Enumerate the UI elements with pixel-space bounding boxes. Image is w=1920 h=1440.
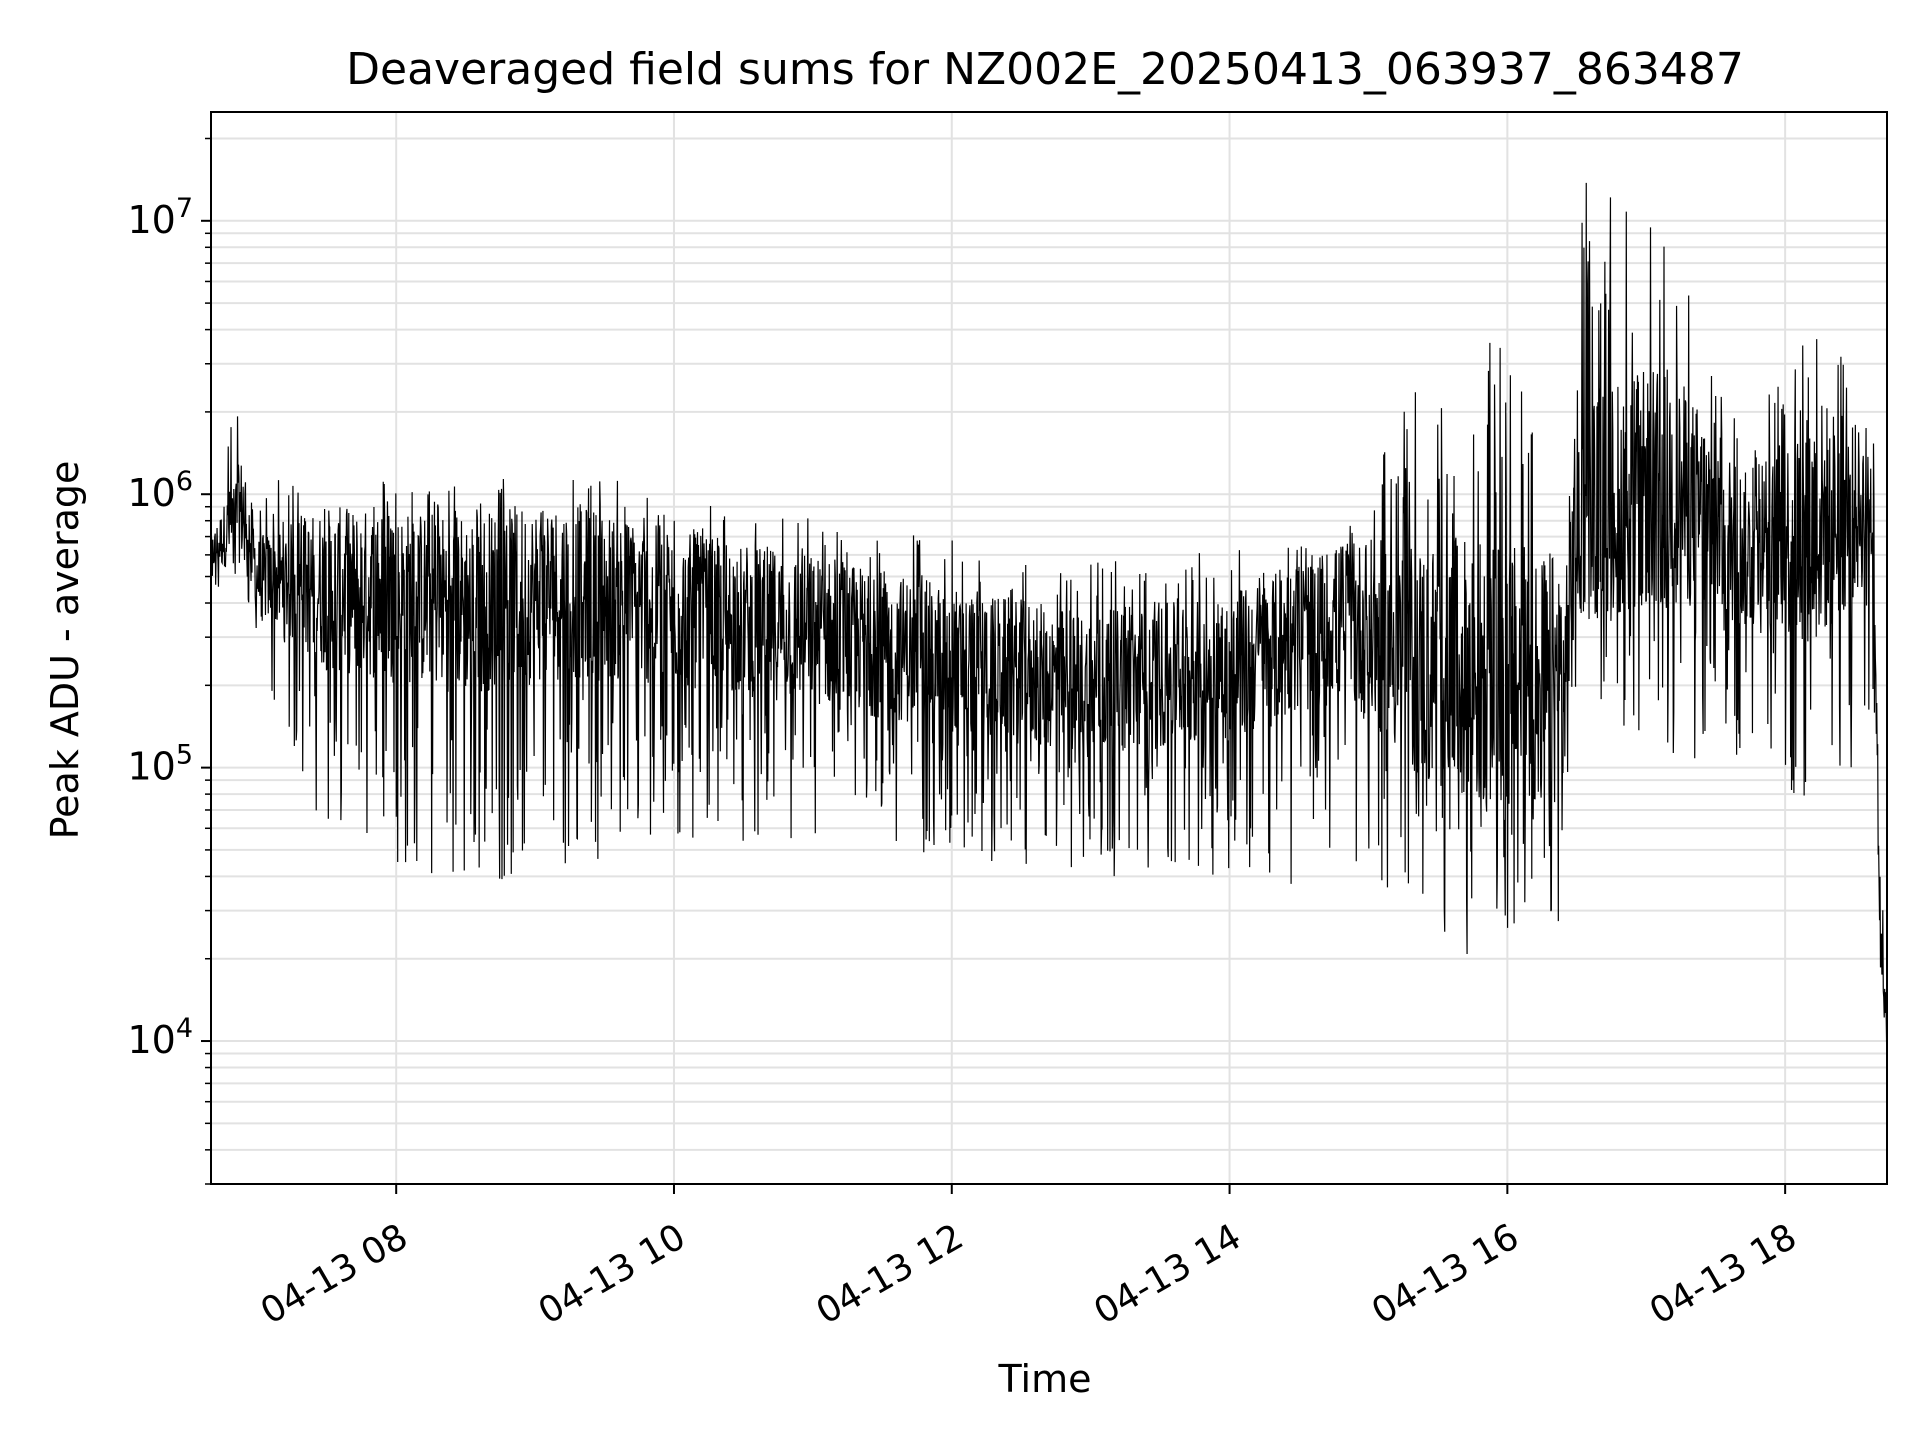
series	[210, 182, 1888, 1081]
y-axis-label: Peak ADU - average	[43, 461, 87, 840]
y-tick-label: 105	[127, 740, 193, 789]
plot-frame	[210, 111, 1888, 1185]
y-tick-label: 104	[127, 1013, 193, 1062]
y-tick-label: 106	[127, 466, 193, 515]
x-axis-label: Time	[998, 1357, 1092, 1401]
chart-title: Deaveraged field sums for NZ002E_2025041…	[346, 44, 1744, 95]
series-line	[210, 182, 1888, 1081]
y-tick-label: 107	[127, 193, 193, 242]
y-axis: 104 105 106 107	[127, 137, 211, 1185]
